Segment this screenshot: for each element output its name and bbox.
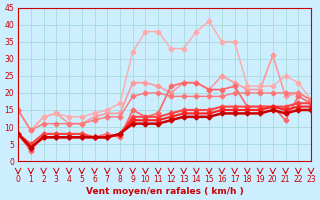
- X-axis label: Vent moyen/en rafales ( km/h ): Vent moyen/en rafales ( km/h ): [86, 187, 244, 196]
